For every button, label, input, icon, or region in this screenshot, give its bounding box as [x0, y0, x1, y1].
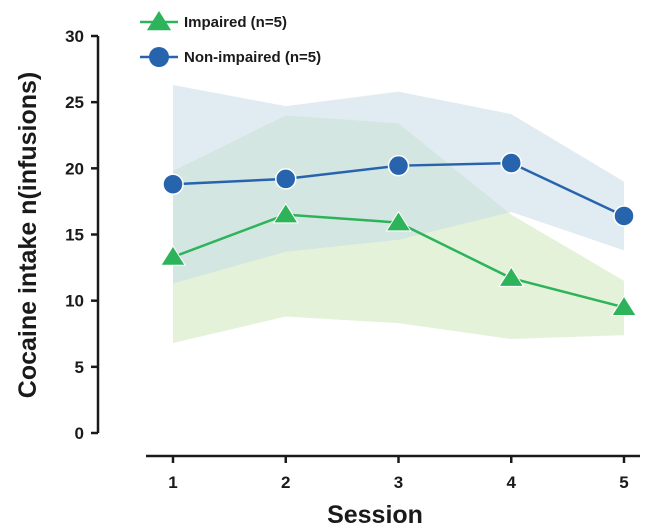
y-tick-label: 20 — [65, 159, 84, 178]
data-point-impaired — [272, 202, 299, 224]
data-point-impaired — [385, 210, 412, 232]
x-tick-label: 3 — [394, 473, 403, 492]
legend-label-impaired: Impaired (n=5) — [184, 14, 287, 31]
data-point-non-impaired — [613, 205, 635, 227]
data-point-impaired — [498, 266, 525, 287]
data-point-non-impaired — [162, 173, 184, 195]
y-ticks: 0 5 10 15 20 25 30 — [65, 27, 98, 443]
y-tick-label: 30 — [65, 27, 84, 46]
x-tick-label: 4 — [507, 473, 517, 492]
x-tick-label: 2 — [281, 473, 290, 492]
data-point-impaired — [610, 295, 638, 317]
legend-marker-impaired — [146, 11, 172, 31]
y-axis-title: Cocaine intake n(infusions) — [14, 72, 42, 398]
y-tick-label: 15 — [65, 226, 84, 245]
y-tick-label: 5 — [75, 358, 84, 377]
data-point-non-impaired — [387, 154, 410, 177]
y-tick-label: 10 — [65, 292, 84, 311]
series-layer — [159, 152, 638, 317]
x-ticks: 1 2 3 4 5 — [168, 456, 629, 492]
y-tick-label: 25 — [65, 93, 84, 112]
legend: Impaired (n=5) Non-impaired (n=5) — [140, 11, 321, 67]
data-point-non-impaired — [500, 152, 522, 174]
axes: 0 5 10 15 20 25 30 1 2 3 4 5 — [65, 27, 640, 492]
legend-label-non-impaired: Non-impaired (n=5) — [184, 49, 321, 66]
data-point-non-impaired — [275, 168, 297, 190]
y-tick-label: 0 — [75, 424, 84, 443]
data-point-impaired — [159, 245, 187, 266]
x-axis-title: Session — [327, 501, 423, 527]
x-tick-label: 5 — [619, 473, 628, 492]
x-tick-label: 1 — [168, 473, 177, 492]
band-non-impaired — [173, 84, 624, 284]
legend-marker-non-impaired — [149, 47, 169, 67]
